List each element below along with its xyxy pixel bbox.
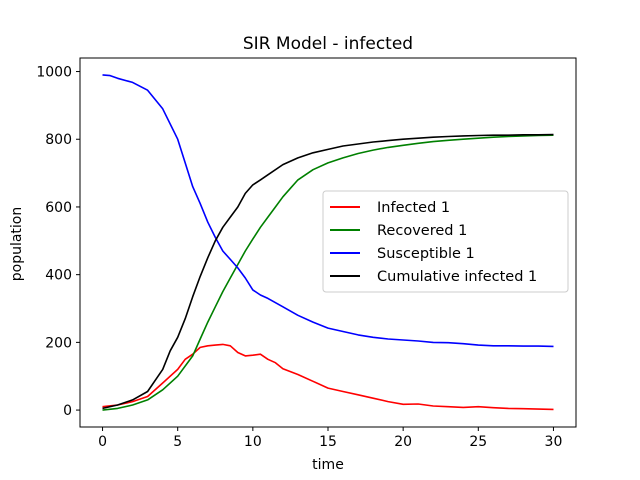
legend-box bbox=[322, 190, 569, 293]
series-line-recovered-1 bbox=[102, 134, 554, 411]
series-line-infected-1 bbox=[102, 343, 554, 411]
series-line-susceptible-1 bbox=[102, 74, 554, 348]
y-axis-label: population bbox=[9, 207, 25, 282]
legend: Infected 1 Recovered 1 Susceptible 1 Cumula… bbox=[322, 190, 569, 293]
chart-title: SIR Model - infected bbox=[243, 34, 413, 54]
x-tick-label: 25 bbox=[469, 434, 487, 450]
y-tick-label: 600 bbox=[45, 200, 72, 216]
y-tick-label: 0 bbox=[63, 403, 72, 419]
x-tick-label: 5 bbox=[173, 434, 182, 450]
legend-label: Susceptible 1 bbox=[377, 246, 475, 262]
y-tick-label: 800 bbox=[45, 132, 72, 148]
x-tick-label: 0 bbox=[98, 434, 107, 450]
legend-label: Cumulative infected 1 bbox=[377, 269, 537, 285]
x-tick-label: 10 bbox=[244, 434, 262, 450]
x-tick-label: 30 bbox=[545, 434, 563, 450]
x-tick-label: 20 bbox=[394, 434, 412, 450]
y-tick-label: 1000 bbox=[36, 65, 72, 81]
x-tick-label: 15 bbox=[319, 434, 337, 450]
x-axis-label: time bbox=[312, 457, 344, 473]
y-tick-label: 200 bbox=[45, 335, 72, 351]
legend-label: Infected 1 bbox=[377, 200, 450, 216]
plot-area: 0 5 10 15 20 25 30 0 200 400 600 800 1000 bbox=[36, 57, 577, 450]
series-line-cumulative-infected-1 bbox=[102, 133, 554, 410]
y-tick-label: 400 bbox=[45, 268, 72, 284]
legend-label: Recovered 1 bbox=[377, 223, 467, 239]
